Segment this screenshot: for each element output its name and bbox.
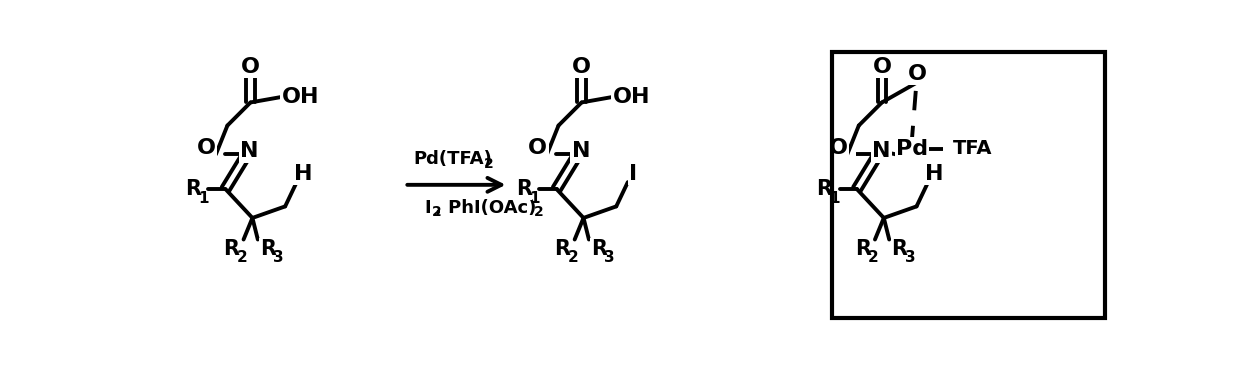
Text: 3: 3 bbox=[604, 250, 615, 265]
Text: O: O bbox=[197, 138, 216, 158]
Text: 2: 2 bbox=[568, 250, 579, 265]
Text: R: R bbox=[516, 179, 532, 199]
Text: 3: 3 bbox=[905, 250, 915, 265]
Text: 2: 2 bbox=[237, 250, 248, 265]
Text: OH: OH bbox=[281, 87, 319, 107]
Text: N: N bbox=[872, 141, 890, 161]
Text: R: R bbox=[816, 179, 832, 199]
Text: 2: 2 bbox=[484, 157, 494, 171]
Text: 2: 2 bbox=[868, 250, 879, 265]
Text: Pd: Pd bbox=[895, 139, 928, 158]
Text: , PhI(OAc): , PhI(OAc) bbox=[435, 199, 537, 217]
Text: I: I bbox=[629, 164, 637, 184]
Text: O: O bbox=[828, 138, 847, 158]
Text: R: R bbox=[591, 239, 606, 259]
Text: O: O bbox=[528, 138, 547, 158]
Text: H: H bbox=[294, 164, 312, 184]
Text: O: O bbox=[572, 57, 591, 77]
Text: 3: 3 bbox=[273, 250, 284, 265]
Text: 1: 1 bbox=[529, 191, 539, 206]
Text: R: R bbox=[554, 239, 570, 259]
Text: I: I bbox=[424, 199, 430, 217]
Text: O: O bbox=[908, 64, 926, 84]
Text: R: R bbox=[260, 239, 275, 259]
Text: H: H bbox=[925, 164, 944, 184]
Text: N: N bbox=[241, 141, 259, 161]
Text: R: R bbox=[185, 179, 201, 199]
Text: Pd(TFA): Pd(TFA) bbox=[413, 150, 492, 168]
Text: O: O bbox=[873, 57, 892, 77]
Text: TFA: TFA bbox=[952, 139, 992, 158]
Text: R: R bbox=[223, 239, 239, 259]
Text: OH: OH bbox=[613, 87, 650, 107]
Text: O: O bbox=[241, 57, 260, 77]
Text: N: N bbox=[572, 141, 590, 161]
Text: R: R bbox=[892, 239, 908, 259]
Text: 1: 1 bbox=[830, 191, 841, 206]
Text: R: R bbox=[854, 239, 870, 259]
Text: 1: 1 bbox=[198, 191, 208, 206]
Text: 2: 2 bbox=[432, 205, 441, 219]
Text: 2: 2 bbox=[534, 205, 543, 219]
